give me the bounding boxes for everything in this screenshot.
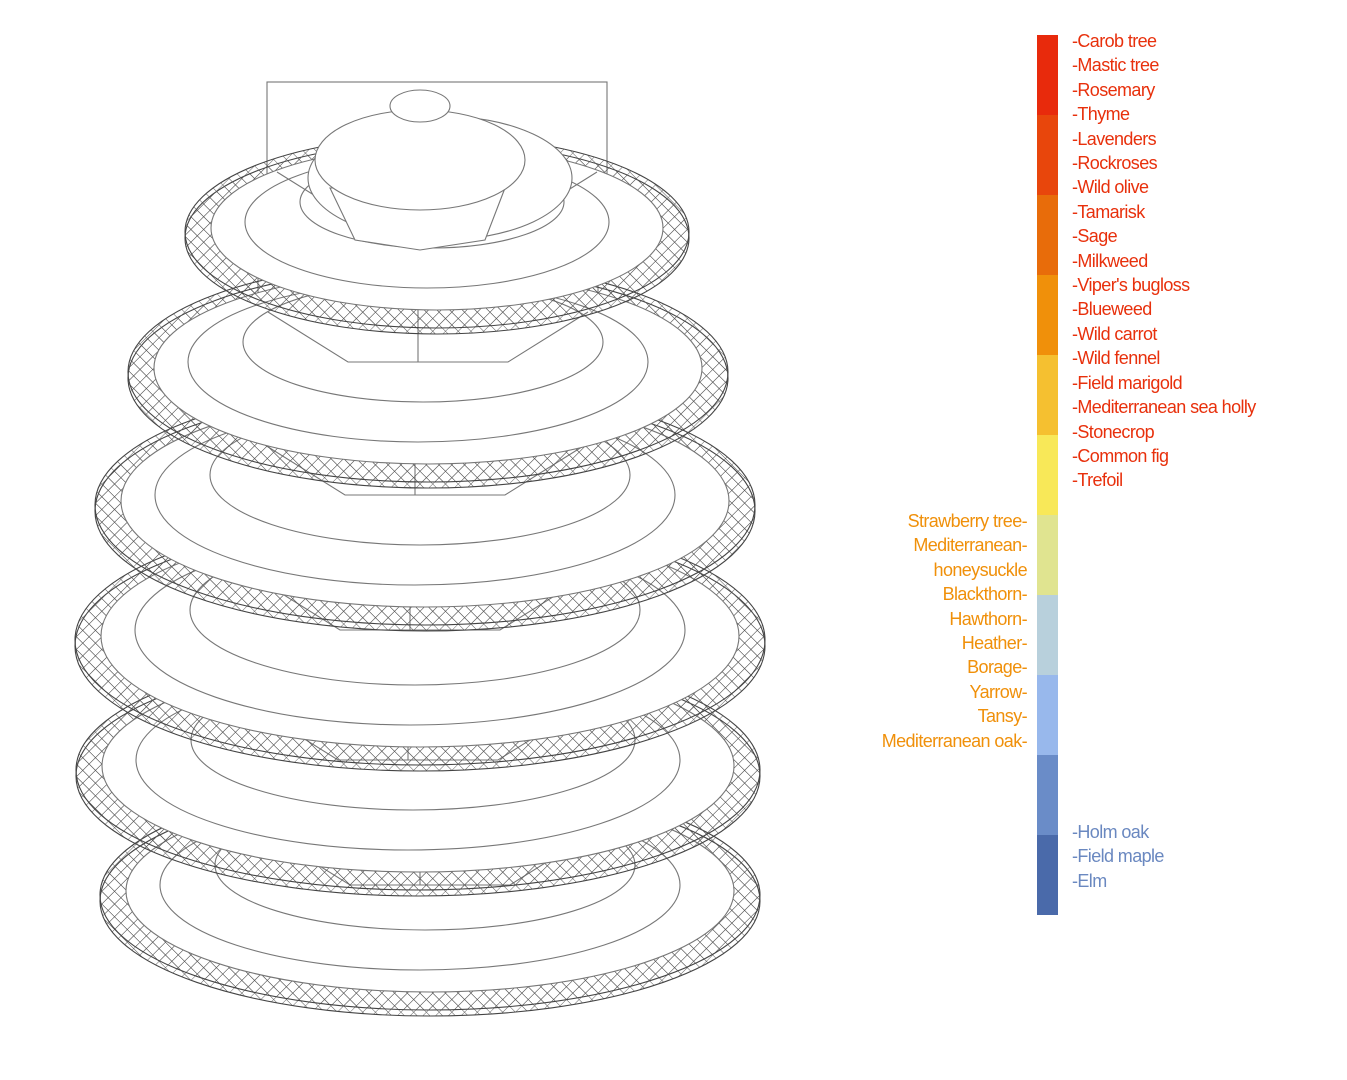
legend-label: Mediterranean-: [913, 535, 1027, 556]
legend-label: -Mediterranean sea holly: [1072, 397, 1256, 418]
legend-label: -Stonecrop: [1072, 421, 1155, 442]
legend-label: -Viper's bugloss: [1072, 275, 1190, 296]
legend-label: Strawberry tree-: [907, 511, 1028, 531]
legend-label: -Rockroses: [1072, 153, 1158, 174]
legend-label: -Wild fennel: [1072, 348, 1160, 369]
legend-label: -Lavenders: [1072, 128, 1157, 149]
legend-label: -Elm: [1072, 870, 1107, 891]
color-segment: [1037, 355, 1058, 435]
cap: [389, 89, 451, 123]
legend-label: Hawthorn-: [949, 608, 1027, 629]
spiral-tower-drawing: [74, 81, 766, 1017]
legend-label: Mediterranean oak-: [881, 730, 1028, 751]
dome-top: [314, 109, 526, 211]
legend-label: honeysuckle: [933, 559, 1028, 580]
color-scale-bar: [1037, 35, 1058, 915]
color-segment: [1037, 35, 1058, 115]
color-segment: [1037, 675, 1058, 755]
legend-label: Tansy-: [977, 706, 1028, 727]
legend-label: -Thyme: [1072, 104, 1130, 125]
legend-label: Blackthorn-: [942, 584, 1028, 605]
color-segment: [1037, 195, 1058, 275]
legend-label: -Sage: [1072, 226, 1118, 247]
legend-label: Heather-: [961, 633, 1028, 654]
legend-label: -Trefoil: [1072, 470, 1123, 491]
legend-label: Borage-: [967, 657, 1027, 678]
legend-right-bottom: -Holm oak -Field maple -Elm: [1072, 820, 1164, 893]
legend-label: -Rosemary: [1072, 79, 1155, 100]
legend-label: -Field maple: [1072, 846, 1164, 867]
color-segment: [1037, 835, 1058, 915]
color-segment: [1037, 755, 1058, 835]
legend-label: -Carob tree: [1072, 31, 1157, 51]
legend-label: -Holm oak: [1072, 822, 1149, 842]
legend-label: -Wild carrot: [1072, 323, 1157, 344]
legend-label: -Common fig: [1072, 445, 1169, 466]
legend-label: Yarrow-: [969, 681, 1028, 702]
core-facet: [267, 311, 589, 363]
legend-label: -Mastic tree: [1072, 55, 1159, 76]
legend-right-top: -Carob tree -Mastic tree -Rosemary -Thyme -L…: [1072, 29, 1256, 493]
legend-label: -Milkweed: [1072, 250, 1148, 271]
legend-label: -Field marigold: [1072, 372, 1183, 393]
color-segment: [1037, 515, 1058, 595]
color-segment: [1037, 595, 1058, 675]
legend-label: -Wild olive: [1072, 177, 1149, 198]
color-segment: [1037, 435, 1058, 515]
legend-left-middle: Strawberry tree- Mediterranean-honeysuckl…: [881, 509, 1028, 753]
legend-label: -Blueweed: [1072, 299, 1152, 320]
color-segment: [1037, 275, 1058, 355]
legend-label: -Tamarisk: [1072, 201, 1145, 222]
color-segment: [1037, 115, 1058, 195]
